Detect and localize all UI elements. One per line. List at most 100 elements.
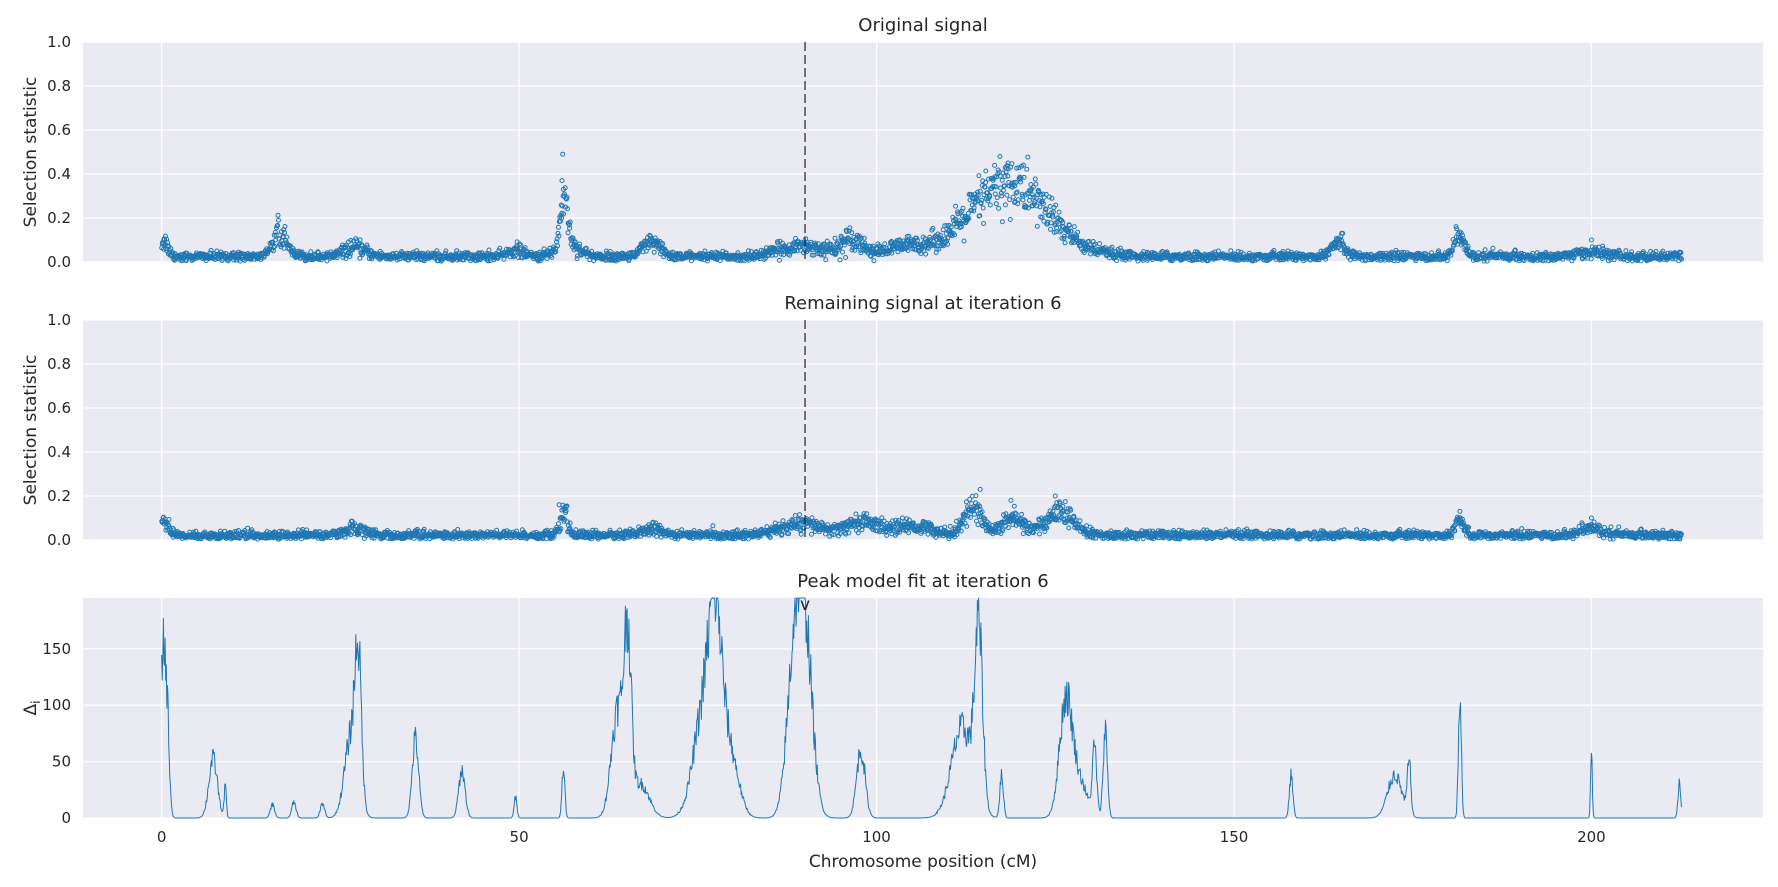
- data-point: [518, 242, 524, 248]
- y-tick-labels: 0.00.20.40.60.81.0: [47, 33, 71, 271]
- data-point: [787, 252, 793, 258]
- data-point: [287, 243, 293, 249]
- data-point: [906, 233, 912, 239]
- data-point: [776, 257, 782, 263]
- panel-original-signal: 0.00.20.40.60.81.0 Original signal Selec…: [21, 15, 1763, 271]
- data-point: [895, 249, 901, 255]
- data-point: [640, 249, 646, 255]
- data-point: [488, 258, 493, 264]
- data-point: [647, 232, 653, 238]
- data-point: [651, 249, 657, 255]
- data-point: [334, 255, 340, 261]
- data-point: [792, 248, 798, 254]
- data-point: [575, 247, 581, 253]
- y-tick-label: 0.4: [47, 165, 71, 183]
- data-point: [824, 238, 830, 244]
- data-point: [818, 252, 824, 258]
- y-axis-label: Selection statistic: [21, 77, 41, 228]
- plot-area: [83, 320, 1763, 540]
- data-point: [486, 247, 492, 253]
- data-point: [549, 254, 555, 260]
- data-point: [930, 225, 936, 231]
- data-point: [566, 222, 572, 228]
- data-point: [868, 253, 874, 259]
- data-point: [369, 256, 375, 262]
- data-point: [404, 250, 410, 256]
- data-point: [781, 252, 786, 258]
- y-tick-label: 0.2: [47, 209, 71, 227]
- data-point: [809, 252, 815, 258]
- data-point: [761, 253, 767, 259]
- data-point: [282, 224, 288, 229]
- scatter-points: [159, 151, 1684, 264]
- data-point: [837, 257, 843, 263]
- data-point: [660, 241, 666, 247]
- data-point: [929, 241, 935, 247]
- data-point: [340, 254, 346, 260]
- data-point: [847, 225, 853, 231]
- grid: [83, 41, 1763, 263]
- data-point: [861, 235, 867, 241]
- data-point: [208, 247, 214, 253]
- data-point: [443, 248, 449, 254]
- data-point: [497, 245, 503, 251]
- data-point: [556, 224, 561, 230]
- data-point: [932, 243, 938, 248]
- data-point: [570, 235, 576, 241]
- data-point: [555, 230, 561, 236]
- data-point: [559, 215, 565, 221]
- data-point: [511, 254, 517, 260]
- data-point: [275, 223, 281, 228]
- data-point: [840, 249, 845, 255]
- data-point: [655, 238, 661, 244]
- data-point: [271, 244, 277, 250]
- data-point: [555, 243, 560, 249]
- data-point: [567, 225, 573, 231]
- data-point: [348, 237, 354, 243]
- data-point: [282, 229, 288, 235]
- data-point: [769, 252, 775, 258]
- data-point: [889, 250, 895, 256]
- y-tick-label: 1.0: [47, 33, 71, 51]
- data-point: [807, 247, 813, 253]
- panel-remaining-signal: 0.00.20.40.60.81.0 Remaining signal at i…: [21, 293, 1763, 549]
- data-point: [882, 241, 888, 247]
- data-point: [923, 251, 929, 257]
- data-point: [324, 258, 330, 264]
- data-point: [347, 254, 353, 259]
- data-point: [272, 243, 278, 249]
- data-point: [565, 230, 571, 236]
- data-point: [272, 229, 278, 235]
- data-point: [843, 255, 849, 260]
- data-point: [901, 238, 907, 244]
- data-point: [357, 237, 363, 243]
- data-point: [357, 255, 363, 261]
- data-point: [562, 191, 567, 197]
- data-point: [359, 243, 365, 249]
- data-point: [811, 252, 817, 258]
- data-point: [556, 233, 562, 239]
- data-point: [577, 241, 583, 247]
- data-point: [754, 249, 759, 255]
- data-point: [926, 245, 932, 251]
- data-point: [162, 236, 168, 242]
- data-point: [894, 238, 900, 243]
- plot-area: [83, 42, 1763, 262]
- data-point: [560, 203, 565, 209]
- data-point: [162, 233, 168, 239]
- data-point: [275, 212, 281, 218]
- data-point: [896, 238, 902, 244]
- data-point: [364, 244, 370, 250]
- data-point: [343, 256, 349, 261]
- data-point: [858, 235, 864, 241]
- data-point: [364, 242, 370, 248]
- data-point: [858, 247, 864, 253]
- data-point: [275, 217, 281, 223]
- data-point: [844, 229, 850, 234]
- data-point: [815, 241, 821, 247]
- data-point: [866, 243, 872, 249]
- data-point: [271, 232, 277, 238]
- data-point: [541, 246, 547, 252]
- data-point: [565, 206, 570, 212]
